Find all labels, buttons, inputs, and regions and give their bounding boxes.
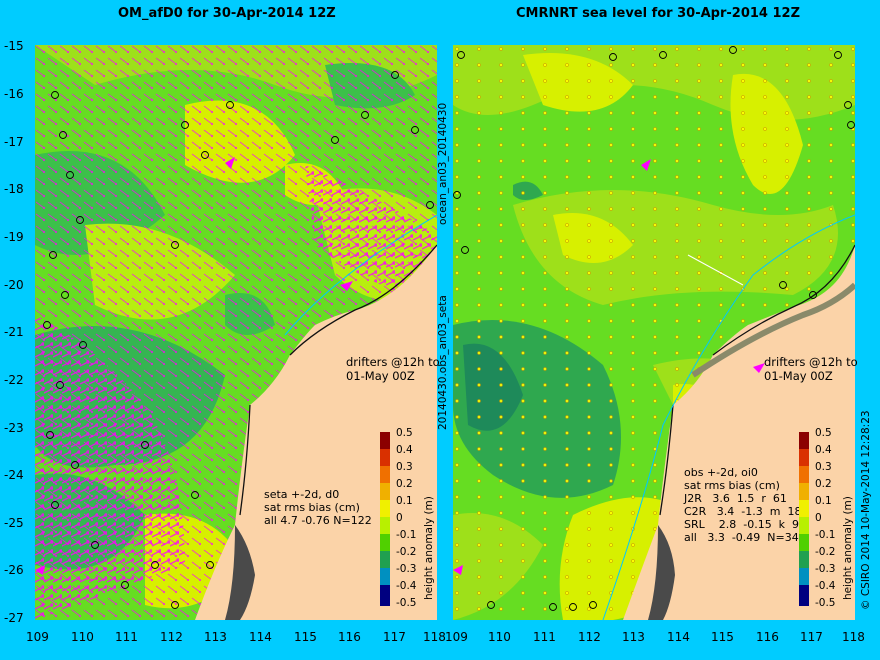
left-stats: seta +-2d, d0 sat rms bias (cm) all 4.7 -0… bbox=[264, 488, 372, 527]
left-panel-title: OM_afD0 for 30-Apr-2014 12Z bbox=[118, 6, 336, 21]
left-colorbar bbox=[380, 432, 390, 606]
right-colorbar bbox=[799, 432, 809, 606]
left-map bbox=[35, 45, 437, 620]
right-colorbar-label: height anomaly (m) bbox=[842, 496, 854, 600]
right-map bbox=[453, 45, 855, 620]
right-panel-title: CMRNRT sea level for 30-Apr-2014 12Z bbox=[516, 6, 800, 21]
copyright-label: © CSIRO 2014 10-May-2014 12:28:23 bbox=[860, 410, 872, 610]
left-colorbar-label: height anomaly (m) bbox=[423, 496, 435, 600]
middle-top-label: ocean_an03_20140430 bbox=[437, 102, 449, 225]
right-drifters-note: drifters @12h to 01-May 00Z bbox=[764, 355, 858, 383]
middle-bottom-label: 20140430.obs_an03_seta bbox=[437, 295, 449, 430]
left-drifters-note: drifters @12h to 01-May 00Z bbox=[346, 355, 440, 383]
right-stats: obs +-2d, oi0 sat rms bias (cm) J2R 3.6 1.… bbox=[684, 466, 809, 544]
